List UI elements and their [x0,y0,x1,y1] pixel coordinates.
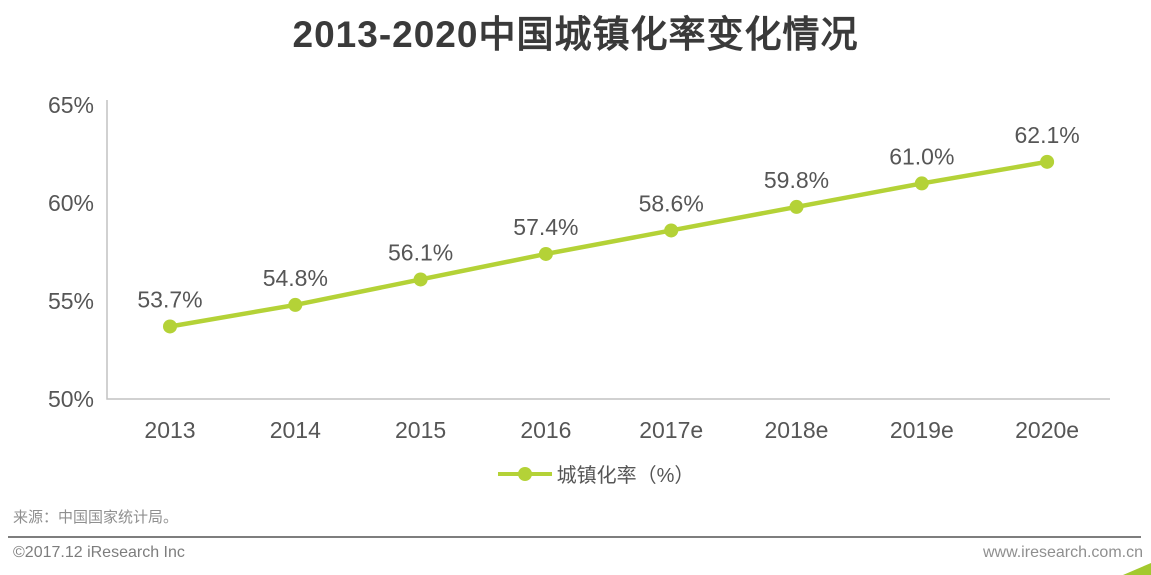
chart-title: 2013-2020中国城镇化率变化情况 [292,14,859,55]
x-tick-label: 2018e [765,417,829,443]
source-note: 来源：中国国家统计局。 [13,509,179,526]
brand-corner-triangle [1123,563,1151,575]
data-point-label: 62.1% [1014,122,1079,148]
x-tick-label: 2015 [395,417,446,443]
x-tick-label: 2016 [520,417,571,443]
y-tick-label: 65% [48,92,94,118]
website-link[interactable]: www.iresearch.com.cn [982,544,1143,561]
axis-lines [106,100,1110,400]
data-point-label: 61.0% [889,143,954,169]
series-line [167,159,1050,329]
y-tick-label: 55% [48,288,94,314]
x-tick-label: 2017e [639,417,703,443]
copyright-text: ©2017.12 iResearch Inc [13,544,185,561]
x-tick-label: 2013 [144,417,195,443]
x-tick-label: 2019e [890,417,954,443]
data-point [664,223,679,238]
y-tick-label: 50% [48,386,94,412]
footer: ©2017.12 iResearch Inc www.iresearch.com… [13,544,1143,562]
legend: 城镇化率（%） [0,459,1151,488]
line-chart: 50% 55% 60% 65% 2013 2014 2015 2016 2017e 2018e 20… [48,92,1110,443]
data-point [413,272,428,287]
data-point-label: 59.8% [764,167,829,193]
data-point-label: 53.7% [137,286,202,312]
data-point [789,199,804,214]
x-tick-label: 2020e [1015,417,1079,443]
legend-line-marker-icon [497,466,552,481]
footer-divider [8,536,1141,538]
y-tick-label: 60% [48,190,94,216]
data-point [914,176,929,191]
data-point [538,246,553,261]
data-point [1040,154,1055,169]
x-tick-label: 2014 [270,417,321,443]
data-point [163,319,177,334]
data-point-label: 57.4% [513,214,578,240]
legend-label: 城镇化率（%） [556,465,695,487]
data-point-label: 56.1% [388,239,453,265]
data-point [288,297,303,312]
data-point-label: 58.6% [639,190,704,216]
data-point-label: 54.8% [263,265,328,291]
